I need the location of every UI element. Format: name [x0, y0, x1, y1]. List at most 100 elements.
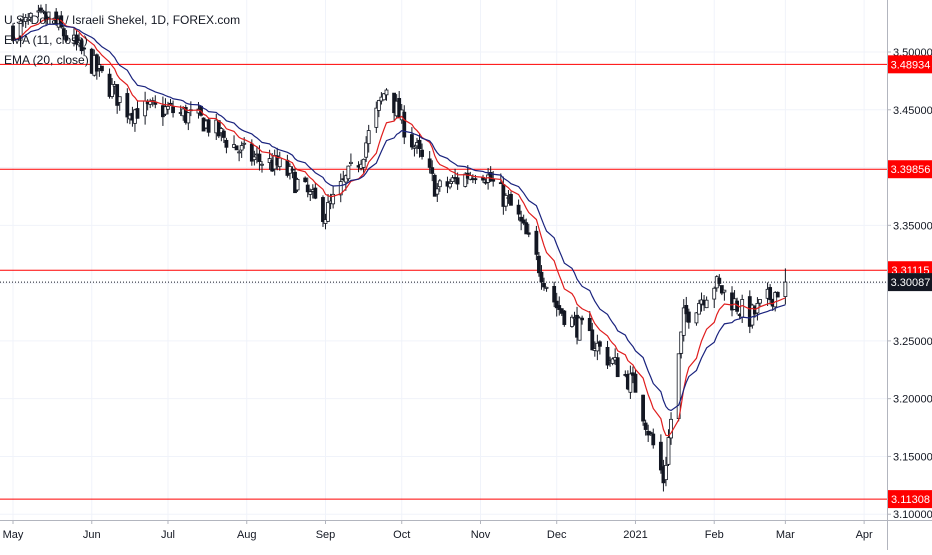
candle-down	[524, 222, 529, 235]
candle-up	[28, 12, 33, 18]
candles	[11, 3, 788, 492]
candle-up	[186, 112, 191, 124]
candle-up	[750, 304, 755, 326]
candle-up	[166, 106, 170, 110]
candle-up	[577, 317, 582, 341]
candle-down	[587, 317, 592, 332]
candle-up	[450, 177, 455, 182]
candle-down	[537, 255, 541, 274]
candle-down	[79, 40, 84, 52]
level-price-label: 3.11308	[891, 494, 930, 506]
candle-down	[94, 54, 99, 72]
candle-down	[534, 230, 539, 255]
grid	[0, 0, 887, 520]
x-tick-label: Oct	[393, 529, 410, 541]
candle-down	[552, 285, 557, 303]
current-price-label: 3.30087	[891, 277, 931, 289]
x-tick-label: Apr	[856, 529, 873, 541]
candle-down	[234, 145, 239, 151]
candle-down	[455, 177, 460, 185]
candle-up	[628, 373, 633, 393]
candle-down	[420, 149, 424, 157]
candle-up	[694, 312, 699, 324]
candle-down	[417, 139, 422, 150]
candle-up	[364, 142, 369, 158]
candle-up	[570, 316, 574, 327]
candle-up	[366, 130, 371, 145]
current-price-tag	[888, 273, 932, 292]
candle-up	[544, 286, 549, 289]
candle-up	[26, 18, 31, 21]
candle-down	[562, 310, 567, 325]
candle-down	[257, 153, 262, 162]
candle-down	[590, 329, 595, 351]
candle-up	[252, 156, 257, 161]
candle-down	[313, 187, 318, 199]
level-price-tag	[888, 160, 932, 179]
candle-up	[669, 418, 673, 439]
candle-up	[412, 146, 417, 149]
candle-up	[18, 20, 23, 41]
candle-down	[775, 291, 780, 298]
candle-up	[664, 464, 668, 481]
candle-down	[717, 277, 722, 284]
level-price-label: 3.39856	[891, 164, 931, 176]
y-tick-label: 3.25000	[893, 336, 932, 348]
candle-up	[117, 96, 122, 103]
candle-down	[430, 167, 435, 174]
candle-down	[409, 134, 414, 148]
x-tick-label: Aug	[237, 529, 257, 541]
candle-up	[437, 180, 442, 188]
candle-down	[643, 422, 648, 430]
candle-down	[206, 119, 211, 133]
candle-down	[427, 158, 432, 168]
candle-down	[526, 232, 531, 235]
x-tick-label: 2021	[623, 529, 647, 541]
candle-down	[509, 193, 513, 206]
level-price-label: 3.48934	[891, 59, 931, 71]
x-tick-label: Sep	[316, 529, 336, 541]
candle-down	[580, 317, 585, 321]
x-tick-label: Nov	[471, 529, 491, 541]
candle-up	[448, 183, 452, 188]
candle-down	[491, 178, 496, 182]
candle-up	[679, 331, 684, 354]
candle-down	[641, 394, 645, 422]
y-tick-label: 3.35000	[893, 220, 932, 232]
candle-down	[651, 433, 656, 446]
candle-down	[768, 287, 773, 301]
y-tick-label: 3.45000	[893, 105, 932, 117]
candle-down	[224, 139, 229, 148]
candle-down	[305, 184, 310, 193]
candle-up	[163, 106, 168, 115]
candle-up	[219, 128, 224, 134]
candle-up	[242, 142, 247, 145]
legend-ema-slow: EMA (20, close)	[4, 53, 89, 67]
candle-down	[473, 178, 478, 181]
candle-down	[554, 300, 559, 309]
candle-up	[676, 353, 681, 419]
candle-down	[539, 271, 544, 283]
candle-up	[666, 437, 671, 465]
candle-down	[432, 174, 437, 197]
candle-down	[290, 168, 295, 171]
candle-down	[61, 28, 66, 37]
candle-down	[249, 143, 254, 162]
candle-down	[633, 373, 638, 393]
candle-up	[239, 145, 244, 151]
candle-down	[321, 197, 325, 222]
candle-up	[722, 289, 727, 293]
candle-up	[376, 100, 381, 111]
candle-up	[595, 342, 600, 352]
candle-up	[308, 191, 313, 195]
candle-down	[125, 93, 130, 118]
candle-up	[758, 299, 762, 304]
candle-down	[542, 282, 546, 288]
candle-up	[681, 307, 686, 336]
candle-up	[463, 173, 468, 187]
candle-up	[773, 292, 778, 308]
candle-up	[384, 89, 389, 96]
